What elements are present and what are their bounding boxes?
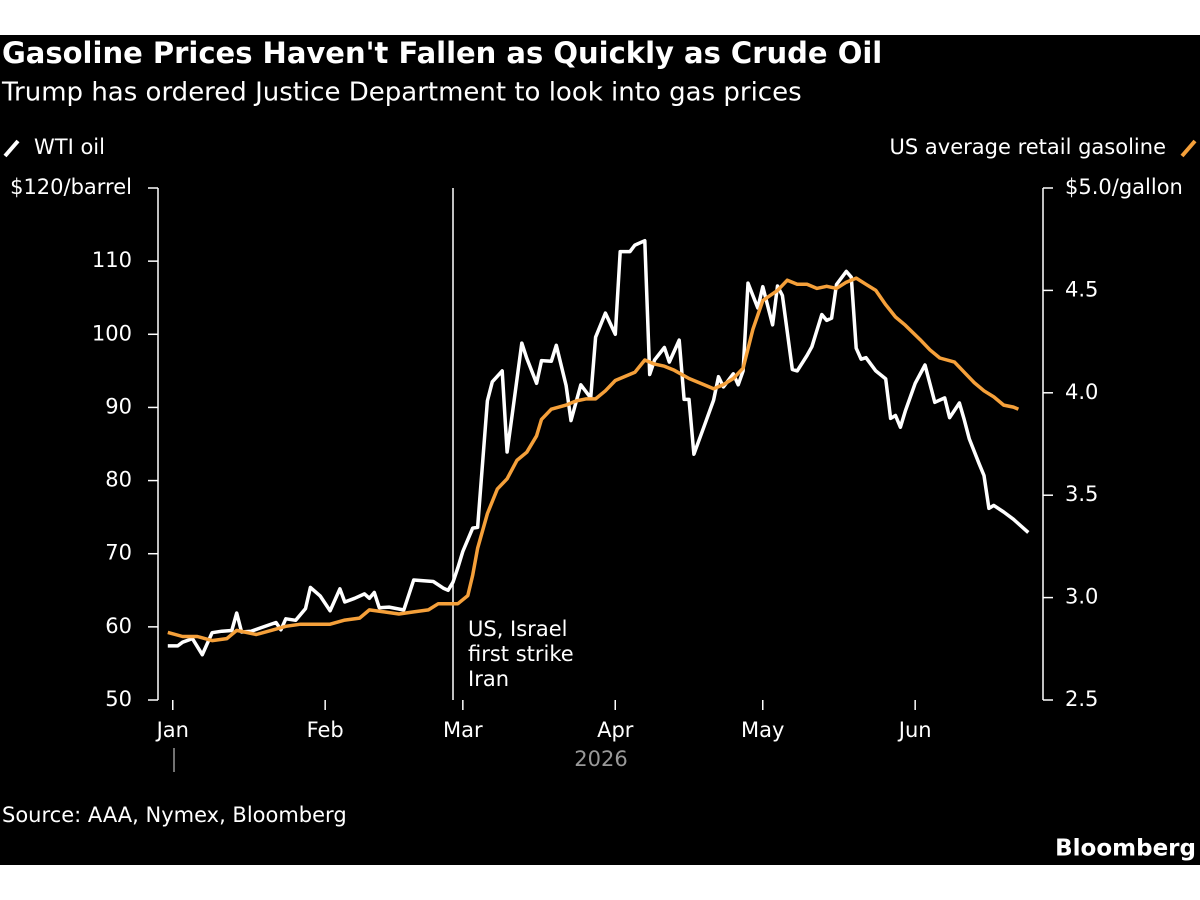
x-tick-label: Mar [443,718,483,742]
y2-tick-label: 3.5 [1065,482,1098,506]
x-tick-label: Apr [597,718,634,742]
y2-tick-label: 4.5 [1065,277,1098,301]
y-tick-label: 80 [105,468,132,492]
logo: Bloomberg [1055,836,1196,862]
y-tick-label: 50 [105,687,132,711]
y-tick-label: 60 [105,614,132,638]
x-tick-label: Jun [897,718,932,742]
y2-tick-label: $5.0/gallon [1065,175,1183,199]
y-tick-label: 90 [105,394,132,418]
y2-tick-label: 4.0 [1065,380,1098,404]
y2-tick-label: 2.5 [1065,687,1098,711]
legend-swatch [3,139,20,158]
y-tick-label: 100 [92,321,132,345]
chart-background [0,35,1200,865]
x-tick-label: May [741,718,784,742]
y2-tick-label: 3.0 [1065,585,1098,609]
annotation-text: Iran [468,667,509,691]
line-series [167,238,1030,657]
chart-subtitle: Trump has ordered Justice Department to … [1,78,802,108]
legend-swatch [1180,139,1197,158]
legend-label: WTI oil [34,135,105,159]
x-axis-label: 2026 [574,747,627,771]
y-tick-label: $120/barrel [10,175,132,199]
line-series [167,276,1020,643]
legend-label: US average retail gasoline [890,135,1166,159]
y-tick-label: 110 [92,248,132,272]
x-tick-label: Feb [307,718,344,742]
chart-title: Gasoline Prices Haven't Fallen as Quickl… [2,36,882,70]
source: Source: AAA, Nymex, Bloomberg [2,803,347,827]
x-tick-label: Jan [155,718,189,742]
y-tick-label: 70 [105,541,132,565]
annotation-text: US, Israel [468,617,567,641]
annotation-text: first strike [468,642,574,666]
